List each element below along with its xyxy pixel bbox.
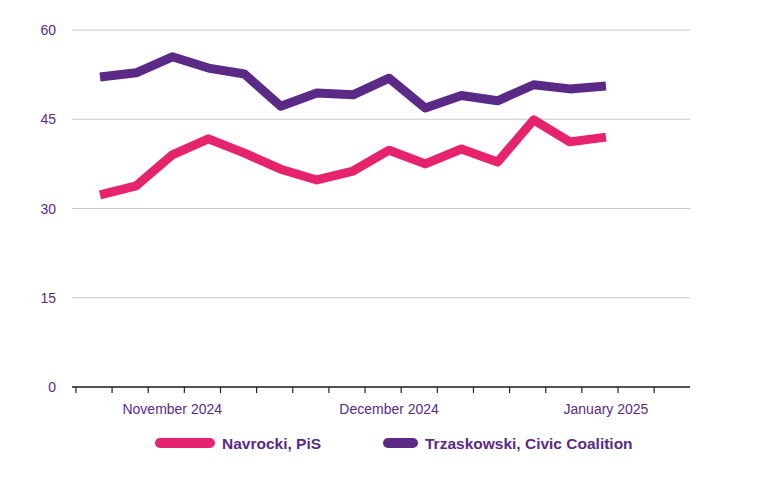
x-tick <box>184 387 185 393</box>
x-tick <box>617 387 618 393</box>
legend-label: Trzaskowski, Civic Coalition <box>425 435 633 452</box>
x-tick <box>328 387 329 393</box>
x-tick <box>401 387 402 393</box>
grid-line <box>72 30 690 31</box>
series-line <box>100 57 606 108</box>
series-line <box>100 120 606 195</box>
x-tick <box>220 387 221 393</box>
x-tick <box>111 387 112 393</box>
x-tick <box>654 387 655 393</box>
x-tick <box>292 387 293 393</box>
x-tick-label: November 2024 <box>122 401 222 417</box>
plot-area <box>100 57 606 195</box>
x-tick-label: January 2025 <box>564 401 649 417</box>
grid-line <box>72 297 690 298</box>
grid-line <box>72 387 690 388</box>
x-tick <box>545 387 546 393</box>
x-axis <box>72 386 690 388</box>
x-tick <box>364 387 365 393</box>
y-tick-label: 45 <box>40 111 56 127</box>
x-tick <box>581 387 582 393</box>
legend-swatch <box>155 438 215 448</box>
x-tick <box>75 387 76 393</box>
x-tick <box>148 387 149 393</box>
grid-line <box>72 208 690 209</box>
y-tick-label: 30 <box>40 201 56 217</box>
y-tick-label: 60 <box>40 22 56 38</box>
y-tick-label: 15 <box>40 290 56 306</box>
y-tick-label: 0 <box>48 379 56 395</box>
grid-line <box>72 119 690 120</box>
x-tick <box>473 387 474 393</box>
legend: Navrocki, PiS Trzaskowski, Civic Coalitio… <box>155 435 633 452</box>
x-tick <box>437 387 438 393</box>
x-tick <box>509 387 510 393</box>
legend-label: Navrocki, PiS <box>222 435 321 452</box>
chart: 0 15 30 45 60 November 2024 December 2024 Janua… <box>0 0 768 478</box>
legend-swatch <box>383 438 418 448</box>
x-tick <box>256 387 257 393</box>
x-tick-label: December 2024 <box>339 401 439 417</box>
